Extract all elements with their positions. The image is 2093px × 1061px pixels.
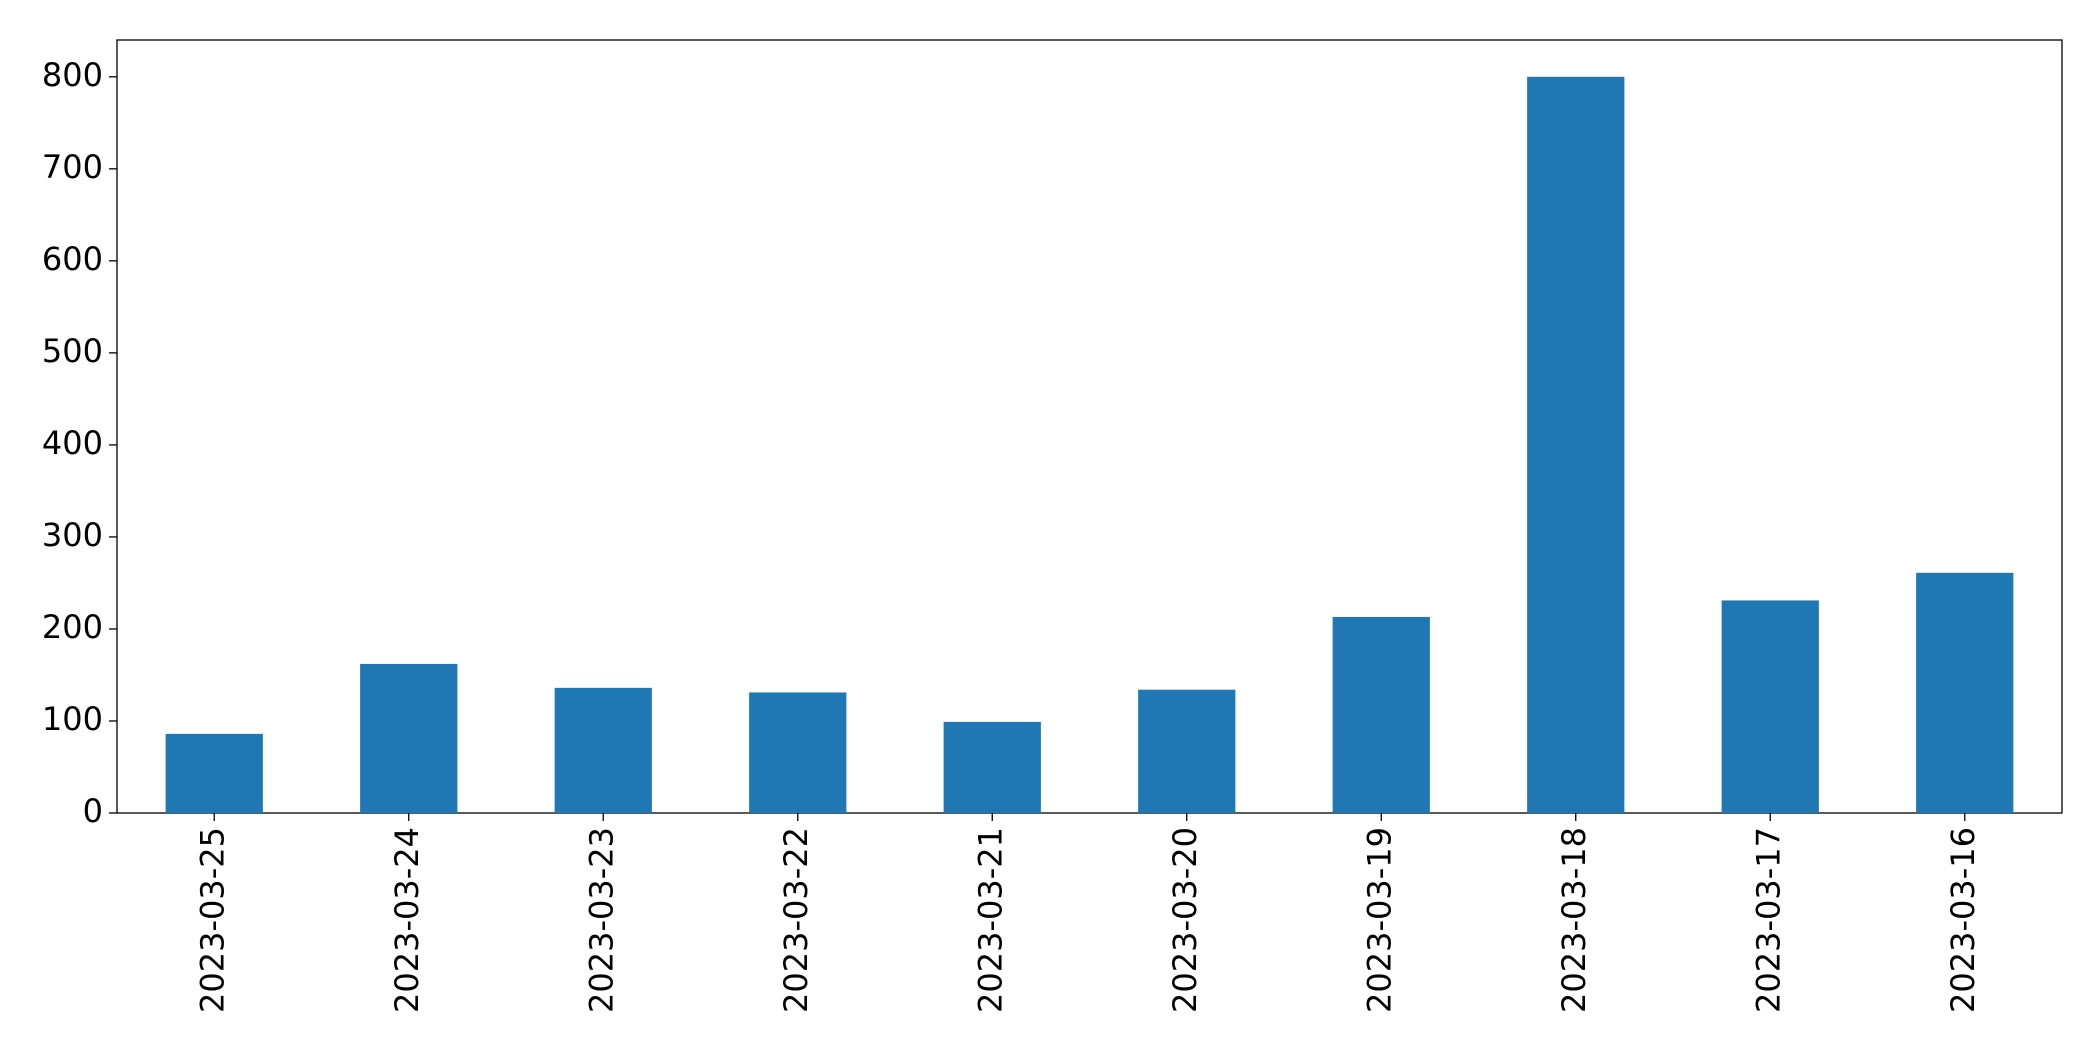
bar: [1527, 76, 1625, 814]
y-tick-label: 600: [42, 240, 103, 278]
x-tick-label: 2023-03-17: [1749, 827, 1787, 1013]
y-tick-label: 500: [42, 332, 103, 370]
y-tick-label: 100: [42, 700, 103, 738]
y-tick-label: 400: [42, 424, 103, 462]
x-tick-label: 2023-03-19: [1360, 827, 1398, 1013]
x-tick-label: 2023-03-16: [1944, 827, 1982, 1013]
y-tick-label: 300: [42, 516, 103, 554]
bar: [1138, 689, 1236, 813]
bar: [554, 687, 652, 813]
x-tick-label: 2023-03-24: [388, 827, 426, 1013]
x-tick-label: 2023-03-21: [971, 827, 1009, 1013]
bar: [749, 692, 847, 813]
y-tick-label: 200: [42, 608, 103, 646]
bar: [1721, 600, 1819, 813]
y-tick-label: 0: [83, 792, 103, 830]
bar: [165, 733, 263, 813]
y-tick-label: 800: [42, 56, 103, 94]
x-tick-label: 2023-03-23: [582, 827, 620, 1013]
bar: [943, 721, 1041, 813]
x-tick-label: 2023-03-25: [193, 827, 231, 1013]
y-tick-label: 700: [42, 148, 103, 186]
x-tick-label: 2023-03-22: [777, 827, 815, 1013]
bar: [360, 663, 458, 813]
bar: [1332, 616, 1430, 813]
x-tick-label: 2023-03-20: [1166, 827, 1204, 1013]
x-tick-label: 2023-03-18: [1555, 827, 1593, 1013]
plot-frame: [116, 39, 2063, 814]
bar: [1916, 572, 2014, 813]
